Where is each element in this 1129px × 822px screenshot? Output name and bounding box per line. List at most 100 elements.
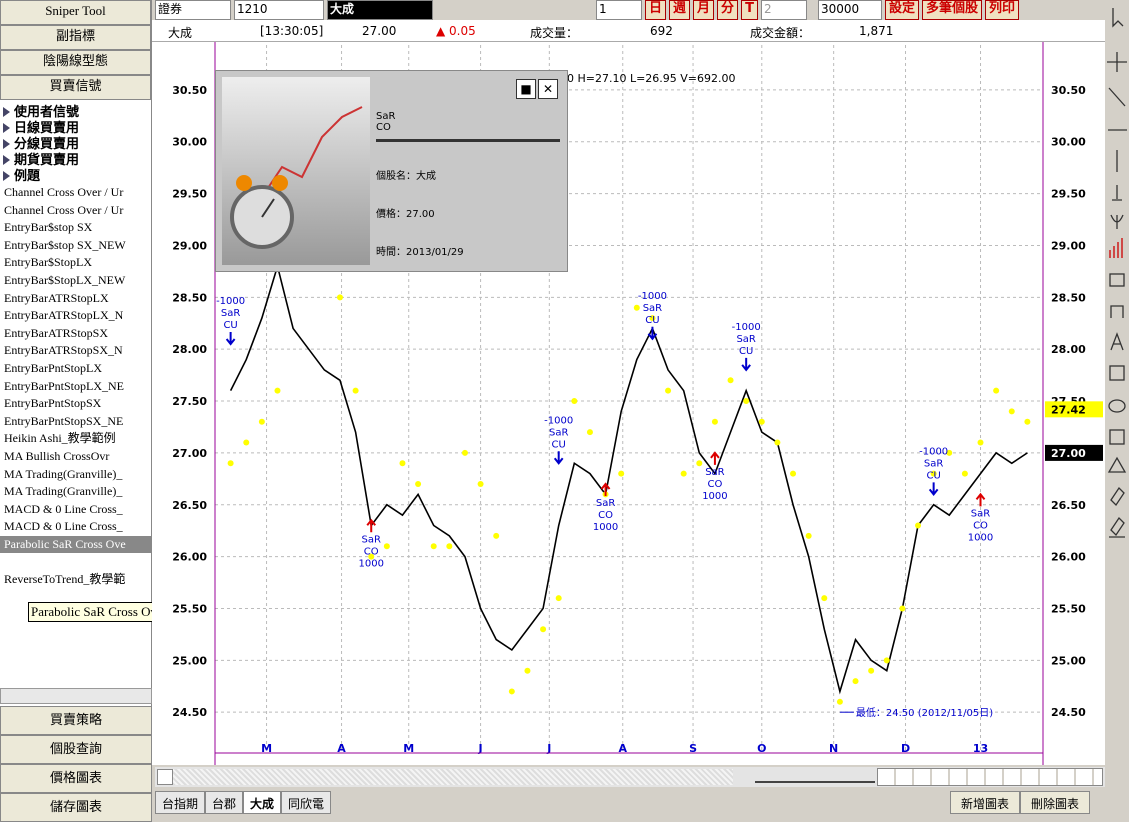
tab[interactable]: 台郡 [205, 791, 243, 814]
chart-buttons: 新增圖表刪除圖表 [950, 791, 1090, 814]
sar-dot [540, 626, 546, 632]
tree-item[interactable]: EntryBarATRStopSX_N [0, 342, 151, 360]
tree-item[interactable]: EntryBarPntStopSX_NE [0, 413, 151, 431]
scroll-left[interactable] [157, 769, 173, 785]
period-button[interactable]: 週 [669, 0, 690, 20]
signal-arrow [227, 332, 235, 344]
tree-item[interactable]: MACD & 0 Line Cross_ [0, 501, 151, 519]
toolbar-button[interactable]: 設定 [885, 0, 919, 20]
quote-price: 27.00 [362, 24, 396, 38]
tree-item[interactable] [0, 553, 151, 571]
y-tick-label: 29.50 [172, 188, 207, 201]
panel-button[interactable]: 價格圖表 [0, 764, 152, 793]
low-note: 最低：24.50 (2012/11/05日) [856, 706, 993, 719]
h-scrollbar[interactable] [0, 688, 152, 704]
signal-label: 1000 [702, 491, 727, 502]
sar-dot [228, 460, 234, 466]
tab[interactable]: 大成 [243, 791, 281, 814]
code-input[interactable]: 1210 [234, 0, 324, 20]
panel-button[interactable]: 買賣信號 [0, 75, 151, 100]
tree-item[interactable]: EntryBarPntStopLX [0, 360, 151, 378]
period-button[interactable]: 日 [645, 0, 666, 20]
signal-label: 1000 [968, 532, 993, 543]
signal-arrow [711, 453, 719, 465]
tree-item[interactable]: EntryBarATRStopLX [0, 290, 151, 308]
y-tick-label: 28.50 [172, 291, 207, 304]
tree-item[interactable]: EntryBar$StopLX_NEW [0, 272, 151, 290]
quote-row: 大成 [13:30:05] 27.00 ▲ 0.05 成交量： 692 成交金額… [152, 20, 1105, 42]
y2-tick-label: 24.50 [1051, 706, 1086, 719]
tree-item[interactable]: MACD & 0 Line Cross_ [0, 518, 151, 536]
sar-dot [993, 388, 999, 394]
signal-label: SaR [643, 303, 662, 314]
period-button[interactable]: T [741, 0, 758, 20]
y-tick-label: 27.50 [172, 395, 207, 408]
tree-item[interactable]: Parabolic SaR Cross Ove [0, 536, 151, 554]
market-select[interactable]: 證券 [155, 0, 231, 20]
tree-item[interactable]: EntryBarATRStopLX_N [0, 307, 151, 325]
chart-button[interactable]: 刪除圖表 [1020, 791, 1090, 814]
period-button[interactable]: 月 [693, 0, 714, 20]
popup-close[interactable]: ✕ [538, 79, 558, 99]
bars-input[interactable]: 30000 [818, 0, 882, 20]
panel-button[interactable]: 陰陽線型態 [0, 50, 151, 75]
scroll-track[interactable] [173, 769, 733, 785]
tree-item[interactable]: EntryBar$StopLX [0, 254, 151, 272]
sar-dot [493, 533, 499, 539]
quote-time: [13:30:05] [260, 24, 323, 38]
tree-folder[interactable]: 期貨買賣用 [0, 152, 151, 168]
tree-item[interactable]: Channel Cross Over / Ur [0, 202, 151, 220]
tree-item[interactable]: EntryBarATRStopSX [0, 325, 151, 343]
tree-item[interactable]: Heikin Ashi_教學範例 [0, 430, 151, 448]
tree-item[interactable]: MA Trading(Granville)_ [0, 483, 151, 501]
tree-folder[interactable]: 分線買賣用 [0, 136, 151, 152]
tree-folder[interactable]: 使用者信號 [0, 104, 151, 120]
tab[interactable]: 台指期 [155, 791, 205, 814]
tree-item[interactable]: EntryBar$stop SX_NEW [0, 237, 151, 255]
sar-dot [743, 398, 749, 404]
chart-button[interactable]: 新增圖表 [950, 791, 1020, 814]
tree-item[interactable]: EntryBar$stop SX [0, 219, 151, 237]
y-tick-label: 29.00 [172, 239, 207, 252]
signal-label: SaR [705, 467, 724, 478]
period-button[interactable]: 分 [717, 0, 738, 20]
tree-item[interactable]: EntryBarPntStopLX_NE [0, 378, 151, 396]
zoom-slider[interactable] [755, 771, 875, 783]
tree-item[interactable]: MA Bullish CrossOvr [0, 448, 151, 466]
minutes-select[interactable]: 2 [761, 0, 807, 20]
toolbar-button[interactable]: 列印 [985, 0, 1019, 20]
tab[interactable]: 同欣電 [281, 791, 331, 814]
tree-item[interactable]: ReverseToTrend_教學範 [0, 571, 151, 589]
panel-button[interactable]: 副指標 [0, 25, 151, 50]
tree-item[interactable]: MA Trading(Granville)_ [0, 466, 151, 484]
tree-folder[interactable]: 例題 [0, 168, 151, 184]
y2-tick-label: 25.50 [1051, 602, 1086, 615]
tree-item[interactable]: EntryBarPntStopSX [0, 395, 151, 413]
sar-dot [790, 471, 796, 477]
signal-label: CU [552, 439, 566, 450]
popup-time: 時間：2013/01/29 [376, 243, 464, 258]
sar-dot [415, 481, 421, 487]
popup-line: CO [376, 122, 395, 133]
sar-dot [618, 471, 624, 477]
panel-button[interactable]: Sniper Tool [0, 0, 151, 25]
sar-dot [524, 668, 530, 674]
panel-button[interactable]: 個股查詢 [0, 735, 152, 764]
tree-folder[interactable]: 日線買賣用 [0, 120, 151, 136]
tree-item[interactable]: Channel Cross Over / Ur [0, 184, 151, 202]
signal-label: -1000 [216, 296, 245, 307]
panel-button[interactable]: 買賣策略 [0, 706, 152, 735]
price-marker-label: 27.42 [1051, 403, 1086, 416]
signal-label: CU [926, 470, 940, 481]
sar-dot [806, 533, 812, 539]
signal-label: CU [739, 346, 753, 357]
count-input[interactable]: 1 [596, 0, 642, 20]
panel-button[interactable]: 儲存圖表 [0, 793, 152, 822]
nav-buttons[interactable] [877, 768, 1103, 786]
sar-dot [337, 294, 343, 300]
popup-pin[interactable]: ■ [516, 79, 536, 99]
draw-toolbar [1106, 0, 1129, 814]
toolbar-button[interactable]: 多筆個股 [922, 0, 982, 20]
signal-label: SaR [736, 334, 755, 345]
y-tick-label: 30.50 [172, 84, 207, 97]
